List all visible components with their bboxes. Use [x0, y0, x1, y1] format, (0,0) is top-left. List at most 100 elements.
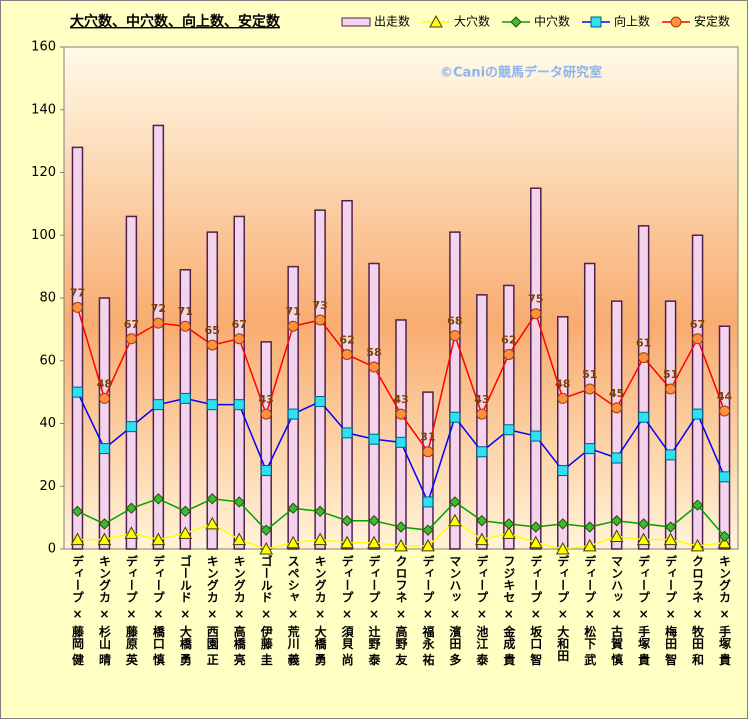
marker — [71, 301, 83, 313]
y-tick-label: 160 — [31, 40, 56, 55]
marker — [71, 505, 84, 518]
marker — [692, 333, 704, 345]
marker — [395, 436, 407, 448]
marker — [449, 411, 461, 423]
marker — [151, 532, 166, 546]
x-tick-label: キングカ × 大橋 勇 — [313, 555, 327, 666]
x-tick-label: キングカ × 高橋 亮 — [232, 555, 246, 666]
x-tick-label: スペシャ × 荒川 義 — [286, 555, 300, 666]
marker — [611, 452, 623, 464]
bar — [449, 231, 461, 550]
legend-label: 向上数 — [614, 14, 650, 29]
y-tick-label: 80 — [39, 291, 56, 306]
marker — [663, 532, 678, 546]
marker — [584, 443, 596, 455]
marker — [610, 515, 623, 527]
marker — [152, 399, 164, 411]
marker — [313, 532, 327, 546]
marker — [719, 405, 731, 417]
data-label: 62 — [339, 333, 354, 346]
data-label: 44 — [717, 390, 733, 403]
marker — [636, 532, 651, 546]
bar — [637, 225, 650, 550]
marker — [340, 535, 354, 549]
bar — [260, 341, 272, 550]
marker — [260, 408, 272, 420]
x-tick-label: キングカ × 西園 正 — [205, 555, 219, 666]
x-tick-label: ゴールド × 伊藤 圭 — [259, 554, 273, 667]
x-tick-label: ディープ × 福永 祐 — [421, 554, 435, 667]
x-tick-label: ゴールド × 大橋 勇 — [178, 554, 192, 667]
marker — [664, 521, 677, 533]
x-tick-label: クロフネ × 高野 友 — [394, 555, 408, 667]
legend-label: 大穴数 — [454, 14, 490, 29]
x-tick-label: ディープ × 坂口 智 — [529, 554, 543, 667]
bar — [341, 199, 353, 550]
data-label: 71 — [178, 305, 193, 318]
data-label: 45 — [609, 387, 624, 400]
y-tick-label: 20 — [39, 479, 56, 494]
marker — [178, 526, 193, 539]
marker — [528, 535, 543, 549]
marker — [341, 348, 353, 360]
marker — [260, 524, 272, 536]
data-label: 58 — [366, 346, 381, 359]
marker — [152, 493, 165, 505]
marker — [179, 320, 191, 332]
marker — [449, 496, 461, 508]
bar — [557, 316, 569, 550]
marker — [501, 526, 516, 539]
marker — [448, 513, 462, 527]
bar — [583, 262, 596, 550]
data-label: 43 — [393, 393, 408, 406]
marker — [394, 538, 408, 552]
marker — [530, 430, 542, 442]
marker — [205, 516, 220, 530]
marker — [582, 538, 597, 552]
marker — [367, 535, 381, 549]
marker — [152, 317, 164, 329]
data-label: 62 — [501, 333, 516, 346]
marker — [638, 411, 650, 423]
bar — [152, 124, 165, 550]
watermark: ©Caniの競馬データ研究室 — [440, 65, 602, 81]
marker — [395, 408, 407, 420]
legend-marker — [429, 14, 443, 28]
data-label: 75 — [528, 293, 543, 306]
marker — [314, 396, 326, 408]
marker — [125, 421, 137, 433]
x-tick-label: キングカ × 手塚 貴 — [718, 555, 732, 666]
bar — [476, 294, 488, 550]
marker — [97, 532, 112, 546]
data-label: 48 — [555, 377, 570, 390]
marker — [233, 333, 245, 345]
marker — [125, 502, 138, 514]
y-tick-label: 140 — [31, 102, 56, 117]
marker — [422, 524, 434, 536]
data-label: 43 — [259, 393, 274, 406]
marker — [368, 361, 380, 373]
marker — [637, 518, 650, 530]
marker — [422, 446, 434, 458]
marker — [475, 532, 489, 546]
marker — [70, 532, 85, 546]
marker — [287, 502, 299, 514]
x-tick-label: ディープ × 手塚 貴 — [637, 554, 651, 667]
marker — [206, 399, 218, 411]
marker — [530, 521, 542, 533]
marker — [341, 427, 353, 439]
x-tick-label: ディープ × 橋口 慎 — [151, 554, 165, 667]
data-label: 51 — [663, 368, 678, 381]
data-label: 51 — [582, 368, 597, 381]
bar — [179, 269, 192, 550]
marker — [609, 529, 624, 542]
marker — [690, 538, 705, 552]
data-label: 71 — [286, 305, 301, 318]
marker — [260, 465, 272, 477]
legend-marker — [590, 16, 602, 28]
x-tick-label: ディープ × 辻野 泰 — [367, 554, 381, 667]
marker — [206, 493, 218, 505]
marker — [557, 518, 569, 530]
data-label: 31 — [420, 431, 435, 444]
marker — [314, 505, 326, 518]
